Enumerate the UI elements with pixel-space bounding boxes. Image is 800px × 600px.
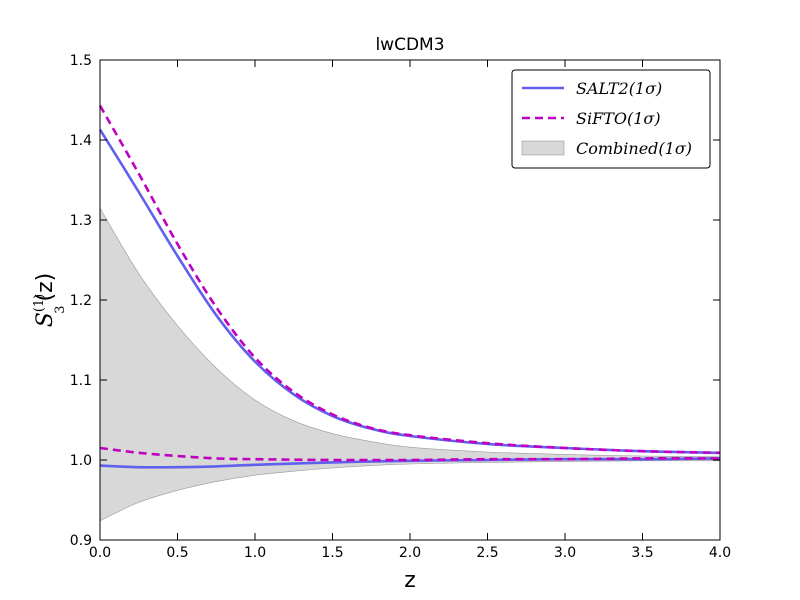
x-tick-label: 2.0	[399, 545, 421, 561]
chart-title: lwCDM3	[375, 35, 444, 55]
legend-label-salt2: SALT2(1σ)	[576, 79, 662, 98]
x-axis-label: z	[404, 568, 416, 593]
legend-label-combined: Combined(1σ)	[576, 139, 692, 158]
x-tick-label: 3.5	[631, 545, 653, 561]
legend-swatch-combined	[521, 140, 565, 156]
y-tick-label: 1.2	[70, 293, 92, 309]
y-label-suffix: (z)	[33, 273, 58, 302]
y-tick-label: 1.5	[70, 53, 92, 69]
x-tick-label: 2.5	[476, 545, 498, 561]
y-label-base: S	[33, 312, 58, 327]
x-tick-label: 0.5	[166, 545, 188, 561]
series-sifto-lower	[99, 446, 721, 462]
x-tick-label: 0.0	[89, 545, 111, 561]
y-label-sup: (1)	[32, 294, 47, 312]
y-tick-label: 1.1	[70, 373, 92, 389]
y-axis-label: S(1) 3 (z)	[32, 273, 68, 328]
y-axis: 0.9 1.0 1.1 1.2 1.3 1.4 1.5	[70, 53, 720, 549]
x-tick-label: 1.0	[244, 545, 266, 561]
legend: SALT2(1σ) SiFTO(1σ) Combined(1σ)	[511, 69, 711, 169]
x-tick-label: 1.5	[321, 545, 343, 561]
x-axis: 0.0 0.5 1.0 1.5 2.0 2.5 3.0 3.5 4.0	[89, 60, 731, 561]
y-tick-label: 1.3	[70, 213, 92, 229]
y-label-sub: 3	[53, 305, 68, 313]
y-tick-label: 1.4	[70, 133, 92, 149]
y-tick-label: 0.9	[70, 533, 92, 549]
series-sifto-upper	[98, 104, 721, 455]
legend-label-sifto: SiFTO(1σ)	[576, 109, 661, 128]
x-tick-label: 3.0	[554, 545, 576, 561]
y-axis-label-text: S(1) 3 (z)	[32, 273, 68, 328]
y-tick-label: 1.0	[70, 453, 92, 469]
x-tick-label: 4.0	[709, 545, 731, 561]
